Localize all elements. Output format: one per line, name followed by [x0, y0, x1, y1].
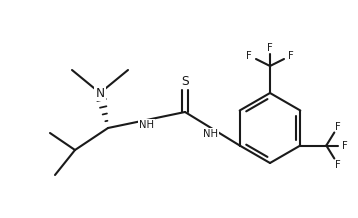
Text: NH: NH [139, 120, 154, 130]
Text: N: N [96, 87, 105, 99]
Text: F: F [335, 121, 341, 131]
Text: F: F [288, 51, 294, 61]
Text: F: F [335, 160, 341, 170]
Text: NH: NH [203, 129, 218, 139]
Text: F: F [267, 43, 273, 53]
Text: S: S [181, 75, 189, 87]
Text: F: F [343, 140, 348, 150]
Text: F: F [246, 51, 252, 61]
